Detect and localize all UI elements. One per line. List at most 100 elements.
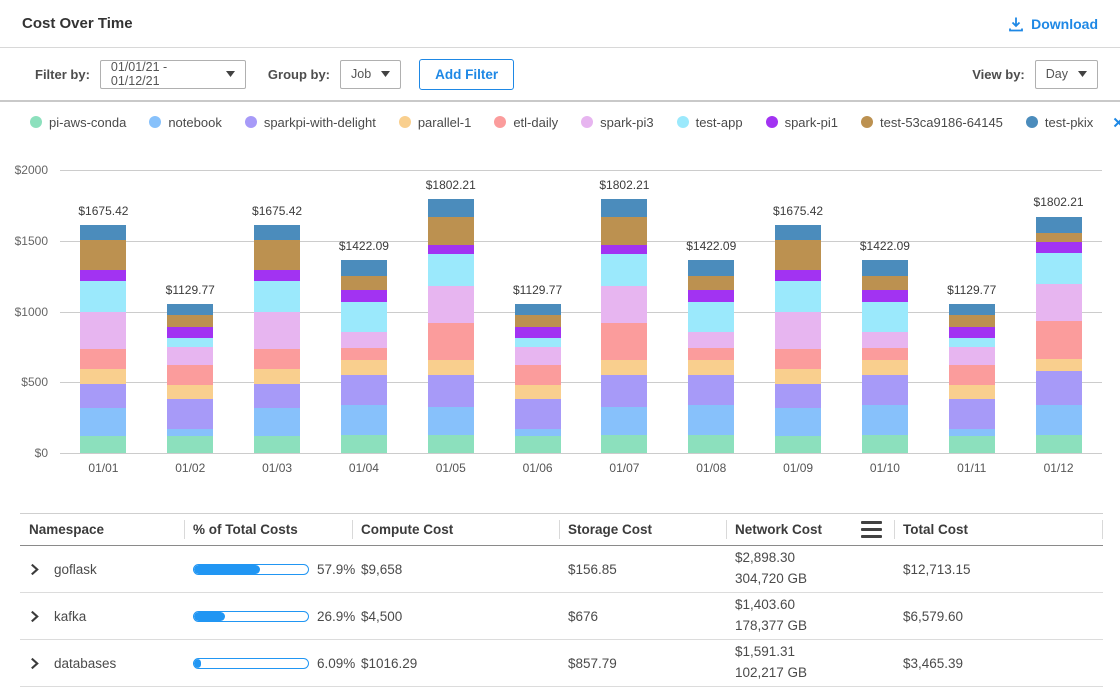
bar-segment-sparkpi-with-delight[interactable]	[341, 375, 387, 405]
bar-segment-test-app[interactable]	[254, 281, 300, 313]
bar-01/11[interactable]	[949, 170, 995, 453]
bar-segment-sparkpi-with-delight[interactable]	[949, 399, 995, 429]
bar-segment-notebook[interactable]	[428, 407, 474, 435]
bar-segment-spark-pi3[interactable]	[949, 347, 995, 365]
bar-segment-notebook[interactable]	[341, 405, 387, 435]
bar-01/10[interactable]	[862, 170, 908, 453]
bar-segment-pi-aws-conda[interactable]	[601, 435, 647, 453]
download-button[interactable]: Download	[1008, 16, 1098, 32]
bar-01/12[interactable]	[1036, 170, 1082, 453]
bar-segment-pi-aws-conda[interactable]	[862, 435, 908, 453]
bar-segment-test-app[interactable]	[775, 281, 821, 313]
bar-segment-test-app[interactable]	[1036, 253, 1082, 284]
legend-item-spark-pi1[interactable]: spark-pi1	[766, 115, 838, 130]
view-by-select[interactable]: Day	[1035, 60, 1098, 89]
bar-segment-test-53ca9186-64145[interactable]	[601, 217, 647, 245]
bar-segment-test-pkix[interactable]	[515, 304, 561, 315]
bar-segment-pi-aws-conda[interactable]	[167, 436, 213, 453]
bar-segment-test-53ca9186-64145[interactable]	[341, 276, 387, 290]
bar-segment-test-app[interactable]	[601, 254, 647, 285]
bar-segment-test-53ca9186-64145[interactable]	[949, 315, 995, 327]
bar-segment-spark-pi3[interactable]	[515, 347, 561, 365]
bar-segment-test-53ca9186-64145[interactable]	[688, 276, 734, 290]
legend-item-spark-pi3[interactable]: spark-pi3	[581, 115, 653, 130]
bar-segment-sparkpi-with-delight[interactable]	[862, 375, 908, 405]
table-menu-icon[interactable]	[859, 519, 884, 540]
bar-segment-sparkpi-with-delight[interactable]	[428, 375, 474, 407]
legend-item-parallel-1[interactable]: parallel-1	[399, 115, 471, 130]
bar-segment-test-app[interactable]	[949, 338, 995, 346]
legend-item-notebook[interactable]: notebook	[149, 115, 222, 130]
bar-segment-spark-pi1[interactable]	[254, 270, 300, 281]
bar-segment-parallel-1[interactable]	[515, 385, 561, 398]
bar-segment-test-app[interactable]	[688, 302, 734, 332]
bar-segment-spark-pi3[interactable]	[254, 312, 300, 349]
legend-item-sparkpi-with-delight[interactable]: sparkpi-with-delight	[245, 115, 376, 130]
bar-segment-test-53ca9186-64145[interactable]	[862, 276, 908, 290]
bar-segment-pi-aws-conda[interactable]	[515, 436, 561, 453]
bar-segment-sparkpi-with-delight[interactable]	[688, 375, 734, 405]
expand-chevron-icon[interactable]	[28, 610, 41, 623]
bar-segment-notebook[interactable]	[254, 408, 300, 437]
bar-segment-etl-daily[interactable]	[862, 348, 908, 360]
bar-segment-spark-pi3[interactable]	[341, 332, 387, 349]
bar-segment-spark-pi1[interactable]	[949, 327, 995, 339]
expand-chevron-icon[interactable]	[28, 657, 41, 670]
bar-segment-test-app[interactable]	[428, 254, 474, 285]
bar-segment-test-app[interactable]	[80, 281, 126, 313]
bar-segment-test-pkix[interactable]	[341, 260, 387, 276]
bar-segment-test-pkix[interactable]	[254, 225, 300, 240]
bar-segment-test-app[interactable]	[341, 302, 387, 332]
bar-segment-parallel-1[interactable]	[80, 369, 126, 384]
group-by-select[interactable]: Job	[340, 60, 401, 89]
bar-segment-notebook[interactable]	[601, 407, 647, 435]
bar-segment-etl-daily[interactable]	[167, 365, 213, 385]
bar-segment-etl-daily[interactable]	[775, 349, 821, 368]
bar-01/08[interactable]	[688, 170, 734, 453]
bar-segment-pi-aws-conda[interactable]	[775, 436, 821, 453]
bar-segment-spark-pi1[interactable]	[167, 327, 213, 339]
bar-segment-notebook[interactable]	[688, 405, 734, 435]
bar-segment-spark-pi3[interactable]	[80, 312, 126, 349]
bar-segment-parallel-1[interactable]	[862, 360, 908, 375]
bar-segment-etl-daily[interactable]	[1036, 321, 1082, 358]
bar-segment-test-pkix[interactable]	[1036, 217, 1082, 234]
bar-segment-notebook[interactable]	[167, 429, 213, 437]
bar-segment-sparkpi-with-delight[interactable]	[1036, 371, 1082, 405]
legend-item-etl-daily[interactable]: etl-daily	[494, 115, 558, 130]
bar-segment-pi-aws-conda[interactable]	[80, 436, 126, 453]
legend-item-test-pkix[interactable]: test-pkix	[1026, 115, 1093, 130]
bar-segment-test-pkix[interactable]	[949, 304, 995, 315]
bar-segment-parallel-1[interactable]	[341, 360, 387, 375]
bar-01/06[interactable]	[515, 170, 561, 453]
legend-item-test-53ca9186-64145[interactable]: test-53ca9186-64145	[861, 115, 1003, 130]
bar-segment-notebook[interactable]	[949, 429, 995, 437]
bar-segment-test-app[interactable]	[862, 302, 908, 332]
bar-segment-parallel-1[interactable]	[601, 360, 647, 375]
bar-segment-test-53ca9186-64145[interactable]	[428, 217, 474, 245]
bar-segment-spark-pi1[interactable]	[688, 290, 734, 302]
bar-segment-pi-aws-conda[interactable]	[341, 435, 387, 453]
bar-segment-sparkpi-with-delight[interactable]	[254, 384, 300, 408]
bar-segment-sparkpi-with-delight[interactable]	[80, 384, 126, 408]
bar-segment-spark-pi1[interactable]	[775, 270, 821, 281]
deselect-all-button[interactable]: Deselect All	[1113, 115, 1120, 130]
bar-segment-parallel-1[interactable]	[775, 369, 821, 384]
bar-segment-notebook[interactable]	[862, 405, 908, 435]
bar-segment-notebook[interactable]	[80, 408, 126, 437]
bar-segment-spark-pi1[interactable]	[1036, 242, 1082, 252]
date-range-select[interactable]: 01/01/21 - 01/12/21	[100, 60, 246, 89]
bar-segment-test-pkix[interactable]	[688, 260, 734, 276]
bar-segment-spark-pi1[interactable]	[515, 327, 561, 339]
bar-segment-parallel-1[interactable]	[949, 385, 995, 398]
expand-chevron-icon[interactable]	[28, 563, 41, 576]
bar-segment-etl-daily[interactable]	[341, 348, 387, 360]
bar-segment-spark-pi1[interactable]	[601, 245, 647, 254]
bar-segment-etl-daily[interactable]	[601, 323, 647, 360]
bar-segment-pi-aws-conda[interactable]	[428, 435, 474, 453]
bar-segment-spark-pi1[interactable]	[341, 290, 387, 302]
bar-segment-pi-aws-conda[interactable]	[1036, 435, 1082, 453]
bar-segment-notebook[interactable]	[775, 408, 821, 437]
bar-segment-test-pkix[interactable]	[601, 199, 647, 217]
bar-01/02[interactable]	[167, 170, 213, 453]
